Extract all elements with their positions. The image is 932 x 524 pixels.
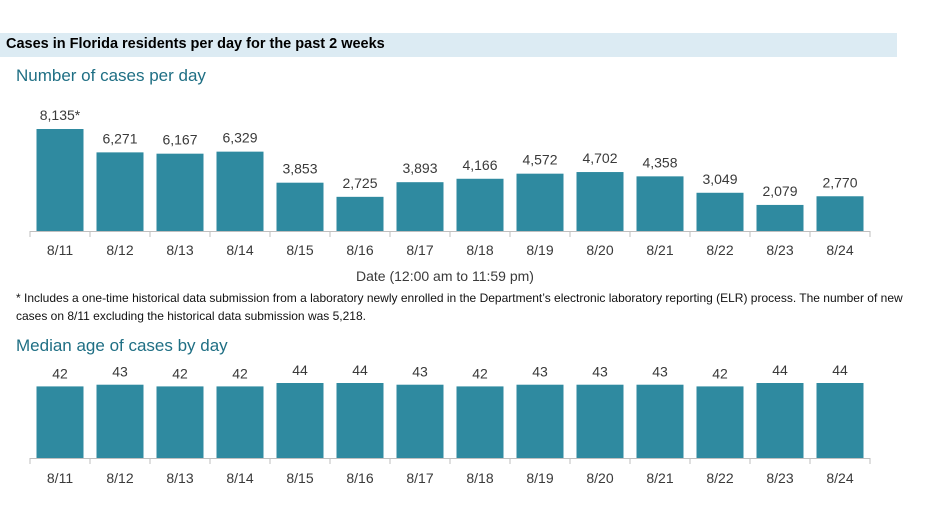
- cases-bar: [636, 176, 684, 231]
- cases-data-label: 6,167: [162, 132, 197, 148]
- cases-bar: [696, 192, 744, 231]
- cases-bar: [396, 182, 444, 231]
- age-data-label: 42: [232, 365, 248, 381]
- cases-tick-label: 8/24: [826, 242, 853, 258]
- age-tick-label: 8/22: [706, 470, 733, 486]
- cases-tick-label: 8/19: [526, 242, 553, 258]
- cases-tick-label: 8/15: [286, 242, 313, 258]
- age-tick-label: 8/21: [646, 470, 673, 486]
- age-data-label: 43: [112, 364, 128, 380]
- age-bar: [576, 384, 624, 458]
- cases-bar: [336, 196, 384, 231]
- cases-tick-label: 8/18: [466, 242, 493, 258]
- age-tick-label: 8/20: [586, 470, 613, 486]
- age-tick-label: 8/16: [346, 470, 373, 486]
- header-bar: [0, 33, 897, 57]
- age-tick-label: 8/24: [826, 470, 853, 486]
- cases-data-label: 8,135*: [40, 107, 81, 123]
- cases-bar: [456, 178, 504, 231]
- age-data-label: 42: [172, 365, 188, 381]
- cases-bar: [96, 152, 144, 231]
- age-bar: [336, 383, 384, 458]
- age-tick-label: 8/19: [526, 470, 553, 486]
- age-data-label: 43: [592, 364, 608, 380]
- page-header: Cases in Florida residents per day for t…: [6, 36, 385, 52]
- cases-data-label: 3,893: [402, 160, 437, 176]
- cases-data-label: 2,770: [822, 174, 857, 190]
- age-tick-label: 8/14: [226, 470, 253, 486]
- age-bar: [216, 386, 264, 458]
- age-bar: [96, 384, 144, 458]
- age-tick-label: 8/17: [406, 470, 433, 486]
- cases-bar: [216, 151, 264, 231]
- cases-tick-label: 8/21: [646, 242, 673, 258]
- age-data-label: 42: [472, 365, 488, 381]
- cases-tick-label: 8/23: [766, 242, 793, 258]
- cases-data-label: 4,166: [462, 157, 497, 173]
- cases-tick-label: 8/13: [166, 242, 193, 258]
- cases-tick-label: 8/20: [586, 242, 613, 258]
- age-data-label: 44: [292, 362, 308, 378]
- age-bar: [276, 383, 324, 458]
- cases-data-label: 3,049: [702, 171, 737, 187]
- age-tick-label: 8/11: [47, 470, 73, 486]
- age-bar: [36, 386, 84, 458]
- cases-chart-title: Number of cases per day: [16, 66, 206, 85]
- cases-tick-label: 8/14: [226, 242, 253, 258]
- cases-bar: [816, 196, 864, 231]
- cases-tick-label: 8/12: [106, 242, 133, 258]
- age-bar: [756, 383, 804, 458]
- age-bar: [516, 384, 564, 458]
- age-data-label: 42: [52, 365, 68, 381]
- age-bar: [456, 386, 504, 458]
- age-tick-label: 8/15: [286, 470, 313, 486]
- cases-bar: [756, 204, 804, 231]
- cases-tick-label: 8/22: [706, 242, 733, 258]
- age-bar: [396, 384, 444, 458]
- age-data-label: 44: [832, 362, 848, 378]
- cases-bar: [516, 173, 564, 231]
- cases-data-label: 4,358: [642, 154, 677, 170]
- cases-tick-label: 8/17: [406, 242, 433, 258]
- age-bar: [156, 386, 204, 458]
- age-tick-label: 8/23: [766, 470, 793, 486]
- cases-bar: [576, 172, 624, 231]
- cases-tick-label: 8/11: [47, 242, 73, 258]
- cases-tick-label: 8/16: [346, 242, 373, 258]
- cases-data-label: 6,271: [102, 130, 137, 146]
- age-bar: [696, 386, 744, 458]
- age-data-label: 43: [532, 364, 548, 380]
- age-tick-label: 8/18: [466, 470, 493, 486]
- age-chart-title: Median age of cases by day: [16, 336, 228, 355]
- cases-data-label: 2,079: [762, 183, 797, 199]
- age-bar: [636, 384, 684, 458]
- age-bar: [816, 383, 864, 458]
- cases-bar: [156, 153, 204, 231]
- age-data-label: 43: [412, 364, 428, 380]
- cases-x-axis-label: Date (12:00 am to 11:59 pm): [356, 268, 534, 284]
- cases-data-label: 2,725: [342, 175, 377, 191]
- cases-data-label: 3,853: [282, 161, 317, 177]
- age-data-label: 44: [772, 362, 788, 378]
- cases-data-label: 6,329: [222, 130, 257, 146]
- footnote: * Includes a one-time historical data su…: [16, 291, 903, 323]
- cases-bar: [276, 182, 324, 231]
- age-data-label: 43: [652, 364, 668, 380]
- age-data-label: 44: [352, 362, 368, 378]
- cases-bar: [36, 129, 84, 231]
- cases-data-label: 4,572: [522, 152, 557, 168]
- cases-data-label: 4,702: [582, 150, 617, 166]
- age-tick-label: 8/13: [166, 470, 193, 486]
- age-data-label: 42: [712, 365, 728, 381]
- age-tick-label: 8/12: [106, 470, 133, 486]
